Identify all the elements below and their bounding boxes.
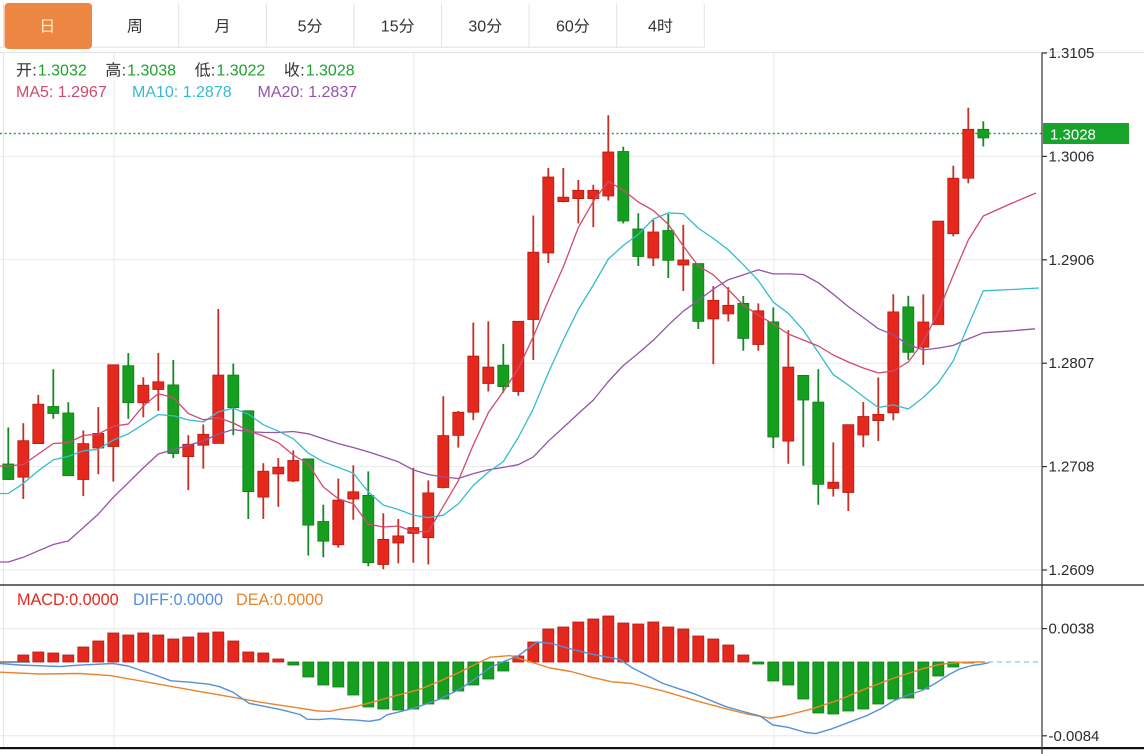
svg-text:1.2609: 1.2609 <box>1049 562 1095 579</box>
svg-text:MACD:0.0000: MACD:0.0000 <box>17 591 119 609</box>
svg-text:60: 60 <box>556 18 574 35</box>
svg-text::: : <box>122 62 126 79</box>
svg-text:1.2807: 1.2807 <box>1049 355 1095 372</box>
svg-text:MA5: 1.2967: MA5: 1.2967 <box>16 84 107 101</box>
svg-text::: : <box>300 62 304 79</box>
svg-text:MA20: 1.2837: MA20: 1.2837 <box>258 84 358 101</box>
svg-text:DIFF:0.0000: DIFF:0.0000 <box>133 591 223 609</box>
svg-text::: : <box>32 62 36 79</box>
svg-text:1.2906: 1.2906 <box>1049 252 1095 269</box>
svg-text:30: 30 <box>468 18 486 35</box>
svg-text:5: 5 <box>298 18 307 35</box>
svg-text:-0.0084: -0.0084 <box>1049 728 1100 745</box>
svg-text:1.3028: 1.3028 <box>1050 127 1096 144</box>
svg-text:1.3032: 1.3032 <box>38 62 87 79</box>
svg-text:0.0038: 0.0038 <box>1049 621 1095 638</box>
svg-text:1.3028: 1.3028 <box>306 62 355 79</box>
svg-text:1.3105: 1.3105 <box>1049 45 1095 62</box>
svg-text:15: 15 <box>381 18 399 35</box>
svg-text:4: 4 <box>648 18 657 35</box>
svg-text::: : <box>211 62 215 79</box>
svg-text:1.2708: 1.2708 <box>1049 459 1095 476</box>
svg-text:1.3022: 1.3022 <box>216 62 265 79</box>
svg-text:DEA:0.0000: DEA:0.0000 <box>236 591 323 609</box>
svg-text:1.3006: 1.3006 <box>1049 148 1095 165</box>
svg-text:1.3038: 1.3038 <box>127 62 176 79</box>
svg-text:MA10: 1.2878: MA10: 1.2878 <box>132 84 232 101</box>
